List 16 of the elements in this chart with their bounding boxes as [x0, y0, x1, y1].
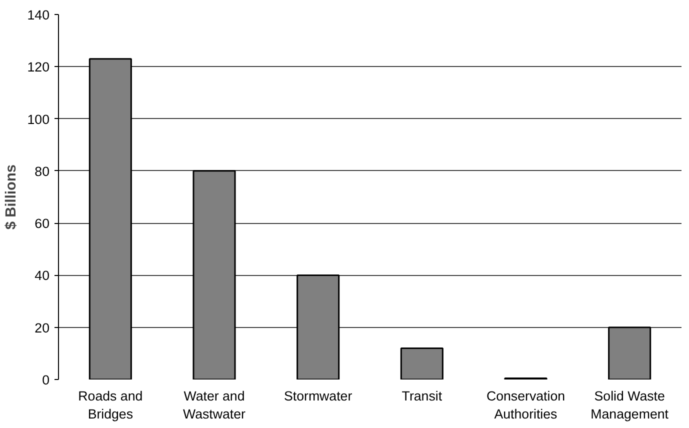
y-tick-label: 20: [34, 320, 50, 336]
x-tick-label: Conservation Authorities: [486, 388, 566, 422]
x-tick-label: Stormwater: [284, 388, 353, 404]
y-tick-label: 80: [34, 164, 50, 179]
x-tick-label: Solid Waste Management: [590, 388, 669, 422]
y-tick-label: 140: [27, 8, 50, 22]
y-tick-label: 120: [27, 60, 50, 75]
y-tick-label: 60: [34, 216, 50, 232]
y-tick-label: 40: [34, 268, 50, 284]
bar: [400, 347, 444, 380]
x-tick-label: Transit: [402, 388, 442, 404]
x-tick-label: Water and Wastwater: [183, 388, 246, 422]
y-tick-label: 100: [27, 112, 50, 127]
y-tick-label: 0: [42, 372, 50, 388]
x-tick-label: Roads and Bridges: [78, 388, 143, 422]
y-axis-title: $ Billions: [3, 164, 20, 230]
